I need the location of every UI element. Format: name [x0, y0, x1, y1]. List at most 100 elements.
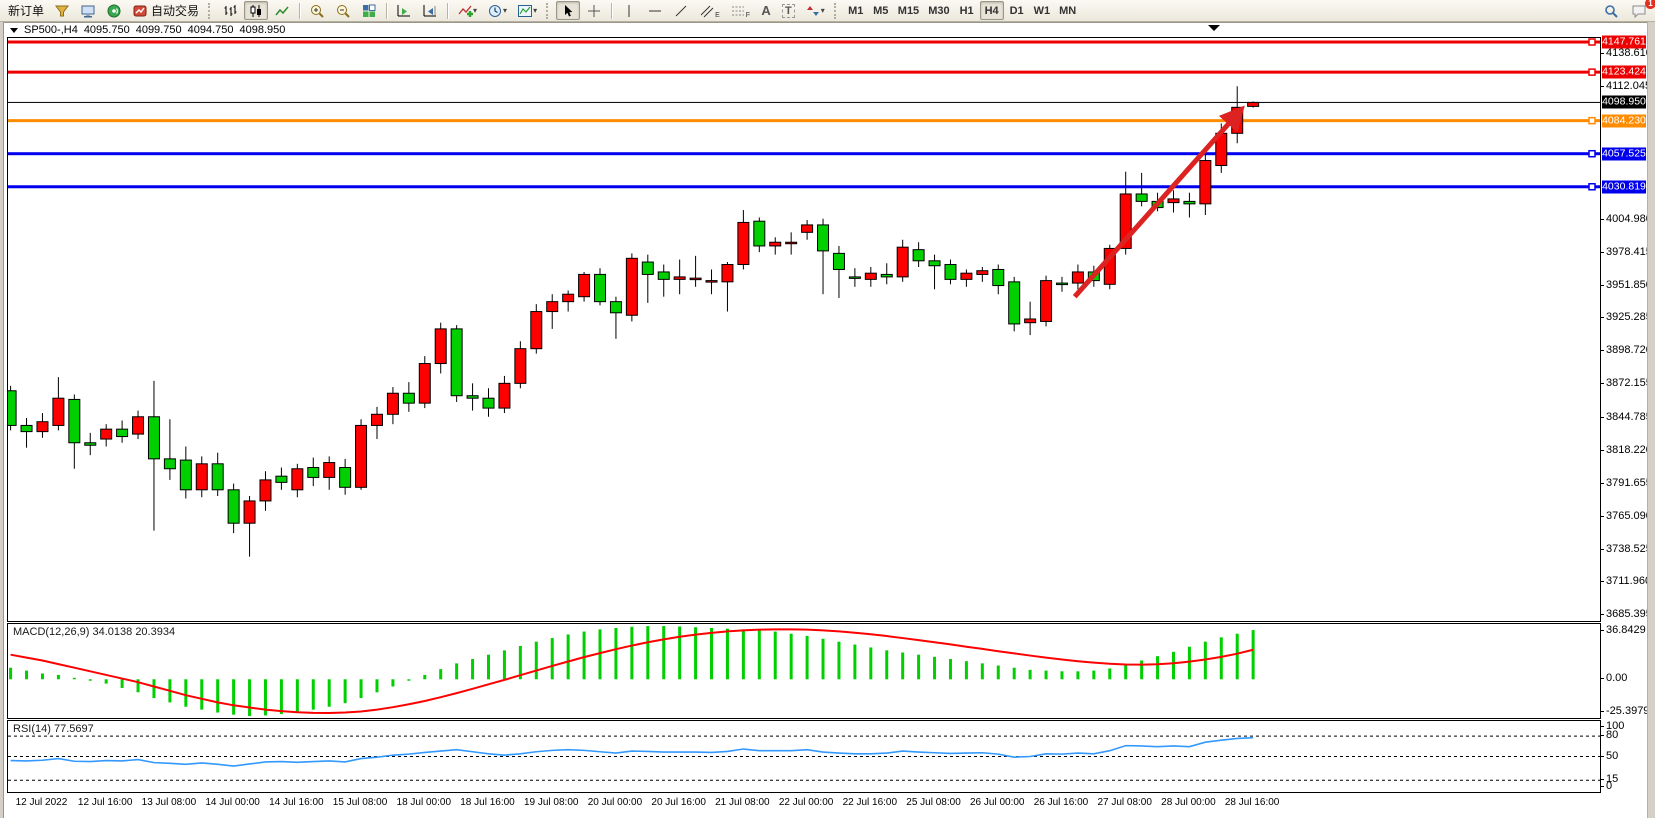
price-axis-tick: 3738.525: [1601, 543, 1652, 555]
equidistant-channel-tool-button[interactable]: E: [695, 1, 724, 20]
candle-body: [227, 489, 240, 524]
macd-axis-tick: 36.8429: [1601, 624, 1646, 636]
time-axis-label: 12 Jul 2022: [15, 797, 68, 808]
funnel-icon-button[interactable]: [50, 1, 74, 20]
timeframe-button-h1[interactable]: H1: [959, 4, 974, 17]
price-chart-panel[interactable]: [4, 37, 1601, 622]
macd-panel[interactable]: MACD(12,26,9) 34.0138 20.3934: [7, 623, 1601, 719]
candle-body: [785, 241, 798, 245]
horizontal-line-tool-button[interactable]: [643, 1, 667, 20]
indicator-plus-icon: [458, 5, 474, 17]
timeframe-button-d1[interactable]: D1: [1009, 4, 1024, 17]
crosshair-tool-button[interactable]: [582, 1, 606, 20]
timeframe-button-mn[interactable]: MN: [1059, 4, 1077, 17]
macd-histogram-bar: [534, 641, 538, 680]
chart-shift-button[interactable]: [418, 1, 442, 20]
macd-axis[interactable]: 36.8429 0.00 -25.3979: [1601, 623, 1649, 719]
trendline-tool-button[interactable]: [669, 1, 693, 20]
candle-body: [1199, 160, 1212, 205]
tile-windows-button[interactable]: [357, 1, 381, 20]
timeframe-button-h4[interactable]: H4: [979, 1, 1004, 20]
tile-windows-icon: [363, 4, 376, 17]
macd-histogram-bar: [439, 669, 443, 680]
text-label-tool-button[interactable]: T: [778, 1, 799, 20]
text-tool-button[interactable]: A: [756, 1, 776, 20]
chart-menu-triangle-icon[interactable]: [10, 27, 18, 33]
bar-chart-button[interactable]: [218, 1, 242, 20]
candle-body: [848, 276, 861, 279]
object-anchor-marker[interactable]: [1207, 25, 1220, 31]
time-axis-label: 18 Jul 00:00: [396, 797, 452, 808]
signal-icon-button[interactable]: [102, 1, 126, 20]
text-tool-icon: A: [761, 3, 771, 18]
notifications-button[interactable]: 1: [1627, 0, 1655, 20]
trend-arrow: [1072, 105, 1245, 299]
candle-body: [864, 272, 877, 280]
line-endpoint-marker: [1588, 116, 1596, 125]
template-icon: [518, 4, 533, 17]
line-chart-button[interactable]: [270, 1, 294, 20]
chart-title-bar[interactable]: SP500-,H4 4095.750 4099.750 4094.750 409…: [4, 23, 1646, 37]
macd-histogram-bar: [948, 659, 952, 680]
price-axis-tick: 3765.090: [1601, 510, 1652, 522]
macd-axis-tick: 0.00: [1601, 672, 1627, 684]
candle-body: [20, 424, 33, 433]
search-button[interactable]: [1599, 1, 1623, 20]
auto-scroll-button[interactable]: [392, 1, 416, 20]
timeframe-button-m30[interactable]: M30: [928, 4, 950, 17]
timeframe-button-m15[interactable]: M15: [897, 4, 920, 17]
templates-button[interactable]: ▾: [513, 1, 541, 20]
candle-body: [498, 382, 511, 409]
channel-icon: [700, 5, 714, 17]
macd-histogram-bar: [216, 679, 220, 713]
zoom-in-button[interactable]: [305, 1, 329, 20]
fibonacci-tool-button[interactable]: F: [726, 1, 754, 20]
candle-body: [912, 249, 925, 262]
rsi-panel[interactable]: RSI(14) 77.5697: [7, 720, 1601, 793]
cursor-tool-button[interactable]: [556, 1, 581, 20]
time-axis-label: 15 Jul 08:00: [332, 797, 388, 808]
toolbar-separator: [611, 2, 613, 19]
candle-body: [992, 268, 1005, 287]
chart-close-value: 4098.950: [239, 24, 286, 36]
candle-body: [418, 363, 431, 404]
candle-body: [1135, 193, 1148, 202]
candle-body: [163, 458, 176, 470]
rsi-axis[interactable]: 100 80 50 15 0: [1601, 720, 1647, 793]
macd-histogram-bar: [184, 679, 188, 707]
macd-axis-tick: -25.3979: [1601, 705, 1649, 717]
candlestick-chart-button[interactable]: [244, 1, 269, 20]
macd-histogram-bar: [1044, 670, 1048, 680]
time-axis[interactable]: 12 Jul 2022 12 Jul 16:00 13 Jul 08:00 14 Ju…: [7, 794, 1601, 814]
macd-histogram-bar: [1156, 656, 1160, 680]
time-axis-label: 28 Jul 16:00: [1224, 797, 1280, 808]
indicators-button[interactable]: ▾: [453, 1, 481, 20]
candle-body: [976, 270, 989, 275]
line-endpoint-marker: [1588, 68, 1596, 76]
macd-histogram-bar: [773, 631, 777, 680]
toolbar-grip[interactable]: [208, 2, 213, 19]
candle-body: [594, 273, 607, 303]
zoom-out-button[interactable]: [331, 1, 355, 20]
new-order-button[interactable]: 新订单: [8, 4, 45, 18]
toolbar-grip[interactable]: [833, 2, 839, 19]
autotrading-status-icon: [133, 5, 147, 16]
candle-body: [880, 273, 893, 278]
timeframe-group: M1 M5 M15 M30 H1 H4 D1 W1 MN: [844, 1, 1080, 20]
timeframe-button-m1[interactable]: M1: [848, 4, 864, 17]
autotrading-button[interactable]: 自动交易: [128, 1, 203, 20]
timeframe-button-w1[interactable]: W1: [1033, 4, 1051, 17]
candlestick-icon: [250, 4, 262, 17]
periods-button[interactable]: ▾: [483, 1, 511, 20]
trendline-icon: [675, 5, 687, 16]
current-price-line: [8, 101, 1600, 103]
candle-body: [689, 277, 702, 281]
candle-body: [832, 252, 845, 270]
price-axis[interactable]: 4138.610 4112.045 4004.980 3978.415 3951.850…: [1601, 35, 1652, 622]
toolbar-grip[interactable]: [546, 2, 551, 19]
terminal-icon-button[interactable]: [76, 1, 100, 20]
candle-body: [896, 246, 909, 278]
vertical-line-tool-button[interactable]: [617, 1, 641, 20]
timeframe-button-m5[interactable]: M5: [873, 4, 889, 17]
arrows-tool-button[interactable]: ▾: [801, 1, 829, 20]
